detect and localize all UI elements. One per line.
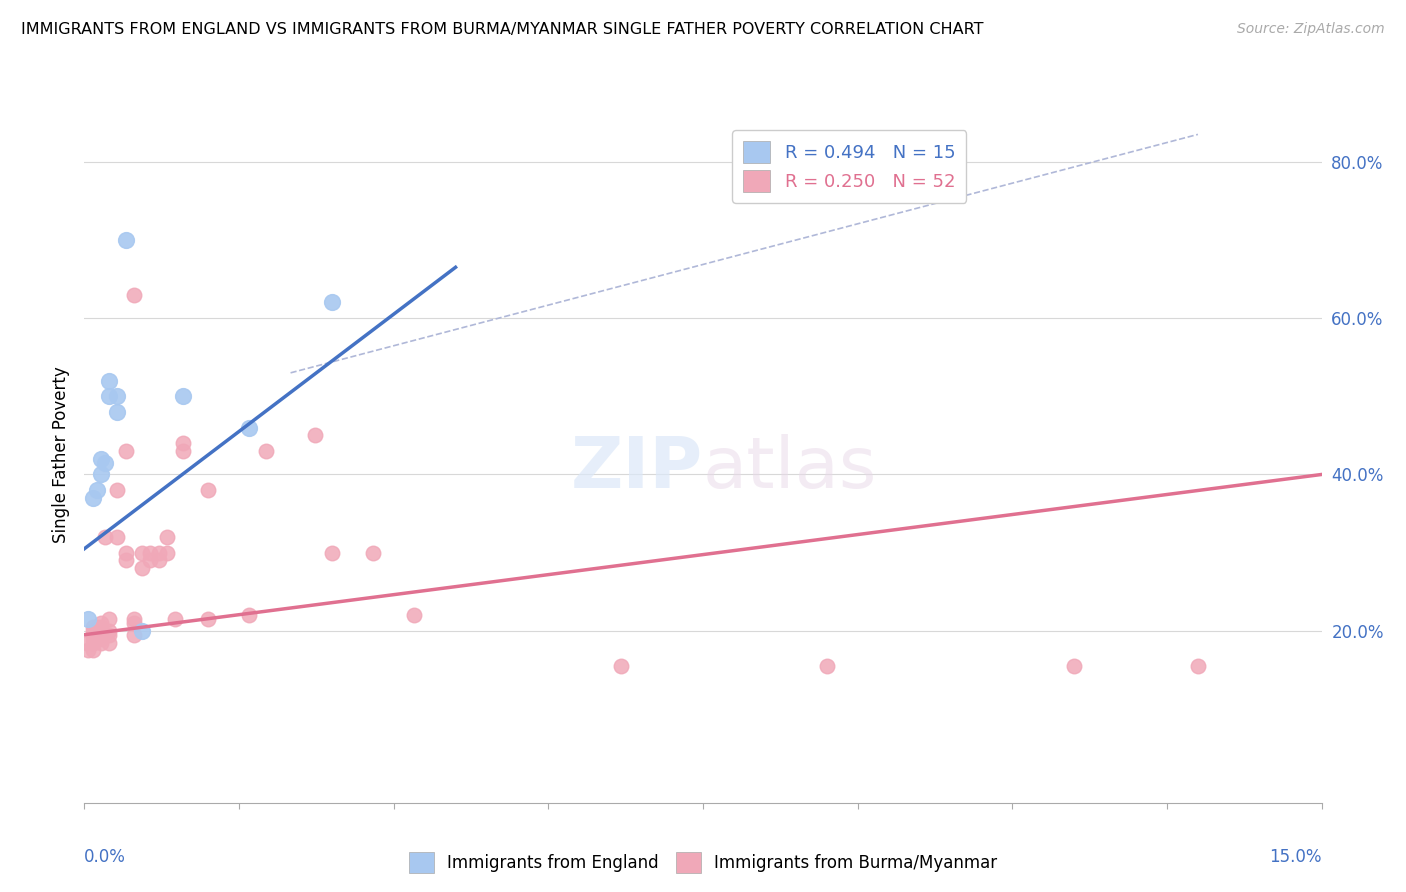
Point	[82, 635, 104, 649]
Point	[114, 233, 136, 247]
Point	[148, 553, 170, 567]
Point	[139, 553, 162, 567]
Point	[815, 659, 838, 673]
Point	[321, 546, 343, 560]
Point	[82, 491, 104, 505]
Point	[122, 615, 145, 630]
Point	[361, 546, 384, 560]
Point	[238, 420, 260, 434]
Point	[98, 612, 121, 626]
Point	[76, 635, 98, 649]
Legend: R = 0.494   N = 15, R = 0.250   N = 52: R = 0.494 N = 15, R = 0.250 N = 52	[733, 130, 966, 202]
Point	[254, 444, 277, 458]
Point	[238, 608, 260, 623]
Point	[105, 530, 128, 544]
Point	[197, 483, 219, 497]
Point	[122, 287, 145, 301]
Point	[165, 612, 187, 626]
Point	[1187, 659, 1209, 673]
Point	[609, 659, 631, 673]
Point	[77, 643, 100, 657]
Point	[1063, 659, 1085, 673]
Point	[105, 389, 128, 403]
Point	[82, 632, 104, 646]
Point	[156, 530, 179, 544]
Point	[156, 546, 179, 560]
Point	[197, 612, 219, 626]
Point	[139, 546, 162, 560]
Y-axis label: Single Father Poverty: Single Father Poverty	[52, 367, 70, 543]
Point	[82, 624, 104, 638]
Point	[94, 530, 117, 544]
Text: 15.0%: 15.0%	[1270, 848, 1322, 866]
Point	[105, 405, 128, 419]
Text: IMMIGRANTS FROM ENGLAND VS IMMIGRANTS FROM BURMA/MYANMAR SINGLE FATHER POVERTY C: IMMIGRANTS FROM ENGLAND VS IMMIGRANTS FR…	[21, 22, 984, 37]
Text: ZIP: ZIP	[571, 434, 703, 503]
Point	[131, 624, 153, 638]
Point	[86, 620, 108, 634]
Point	[77, 612, 100, 626]
Point	[404, 608, 426, 623]
Point	[90, 632, 112, 646]
Point	[172, 389, 194, 403]
Point	[90, 628, 112, 642]
Point	[98, 635, 121, 649]
Point	[98, 389, 121, 403]
Text: atlas: atlas	[703, 434, 877, 503]
Point	[98, 374, 121, 388]
Point	[90, 467, 112, 482]
Point	[98, 624, 121, 638]
Point	[105, 483, 128, 497]
Point	[90, 615, 112, 630]
Point	[172, 436, 194, 450]
Point	[94, 456, 117, 470]
Point	[148, 546, 170, 560]
Text: 0.0%: 0.0%	[84, 848, 127, 866]
Point	[114, 546, 136, 560]
Point	[90, 620, 112, 634]
Point	[82, 643, 104, 657]
Point	[321, 295, 343, 310]
Point	[304, 428, 326, 442]
Point	[82, 628, 104, 642]
Point	[114, 444, 136, 458]
Point	[114, 553, 136, 567]
Point	[131, 561, 153, 575]
Point	[98, 628, 121, 642]
Point	[90, 451, 112, 466]
Point	[86, 632, 108, 646]
Point	[86, 483, 108, 497]
Point	[90, 635, 112, 649]
Point	[172, 444, 194, 458]
Legend: Immigrants from England, Immigrants from Burma/Myanmar: Immigrants from England, Immigrants from…	[402, 846, 1004, 880]
Text: Source: ZipAtlas.com: Source: ZipAtlas.com	[1237, 22, 1385, 37]
Point	[122, 628, 145, 642]
Point	[131, 546, 153, 560]
Point	[122, 612, 145, 626]
Point	[82, 620, 104, 634]
